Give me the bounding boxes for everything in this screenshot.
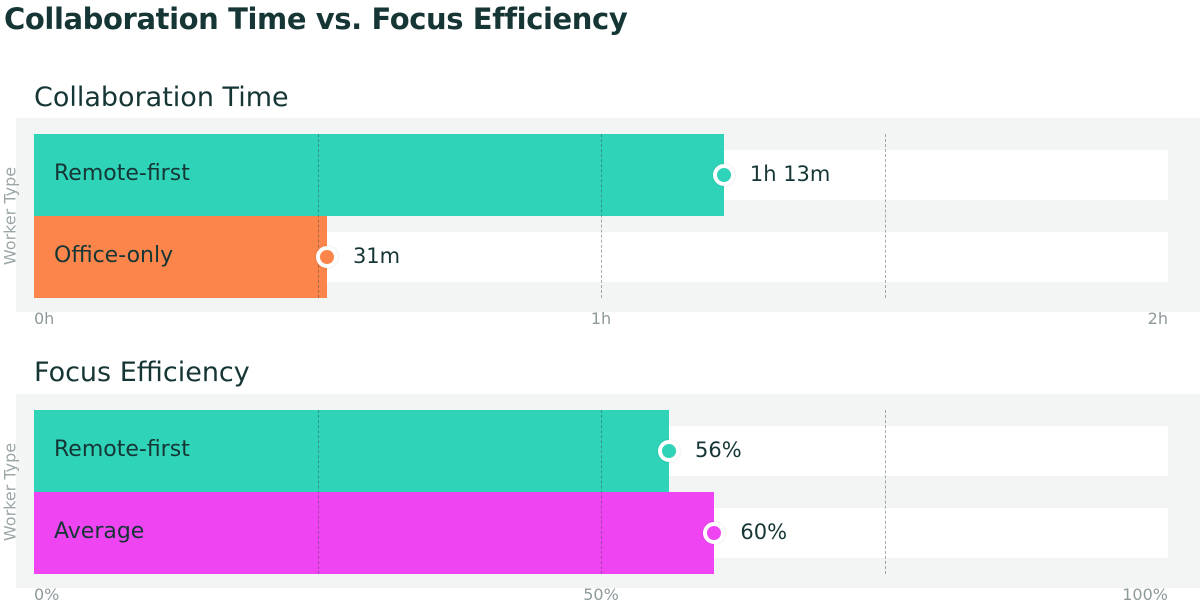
focus-tick-label: 50%	[583, 585, 619, 604]
collab-y-axis-label: Worker Type	[0, 166, 20, 266]
collab-panel-title: Collaboration Time	[34, 82, 289, 113]
focus-bar-average[interactable]	[34, 492, 715, 574]
collab-category-label: Remote-first	[54, 161, 190, 186]
collab-bar-office-only[interactable]	[34, 216, 327, 298]
collab-tick-label: 0h	[34, 309, 55, 328]
focus-marker-remote-first[interactable]	[658, 440, 681, 462]
focus-tick-label: 0%	[34, 585, 60, 604]
collab-gridline	[317, 134, 319, 298]
focus-plot-area: Remote-first 56% Average 60%	[34, 410, 1168, 574]
collab-tick-label: 2h	[1147, 309, 1168, 328]
focus-value-label: 60%	[740, 520, 788, 544]
focus-gridline	[884, 410, 886, 574]
collab-value-label: 31m	[352, 244, 401, 268]
collab-category-label: Office-only	[54, 243, 174, 268]
focus-tick-label: 100%	[1122, 585, 1168, 604]
focus-category-label: Average	[54, 519, 145, 544]
focus-y-axis-label: Worker Type	[0, 442, 20, 542]
collab-tick-label: 1h	[590, 309, 612, 328]
collab-marker-remote-first[interactable]	[712, 164, 735, 186]
focus-marker-average[interactable]	[703, 522, 726, 544]
focus-gridline	[601, 410, 602, 574]
collab-gridline	[884, 134, 886, 298]
chart-title: Collaboration Time vs. Focus Efficiency	[4, 2, 628, 36]
collab-plot-area: Remote-first 1h 13m Office-only 31m	[34, 134, 1168, 298]
collab-marker-office-only[interactable]	[315, 246, 338, 268]
focus-bar-remote-first[interactable]	[34, 410, 670, 492]
focus-gridline	[317, 410, 319, 574]
collab-gridline	[601, 134, 602, 298]
focus-panel-title: Focus Efficiency	[34, 357, 250, 388]
collab-bar-remote-first[interactable]	[34, 134, 724, 216]
focus-value-label: 56%	[695, 438, 742, 462]
focus-category-label: Remote-first	[54, 437, 190, 462]
collab-value-label: 1h 13m	[749, 162, 831, 186]
